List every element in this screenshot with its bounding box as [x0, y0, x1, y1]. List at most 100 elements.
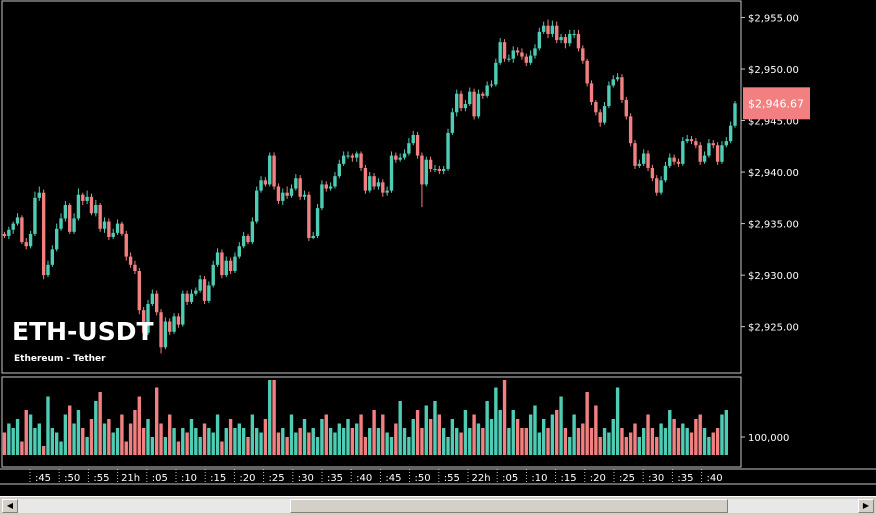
- candle-body: [607, 85, 611, 107]
- candle-body: [37, 192, 41, 198]
- volume-bar: [194, 428, 198, 455]
- candle-body: [576, 33, 581, 49]
- volume-bar: [63, 414, 68, 455]
- candle-body: [694, 141, 698, 146]
- volume-bar: [141, 428, 146, 455]
- volume-bar: [198, 437, 202, 455]
- scroll-thumb[interactable]: [290, 499, 728, 513]
- volume-bar: [541, 419, 546, 455]
- candle-body: [381, 182, 385, 193]
- volume-bar: [646, 414, 650, 455]
- candle-body: [624, 99, 628, 117]
- volume-bar: [298, 428, 302, 455]
- candle-body: [728, 125, 733, 142]
- candle-body: [98, 205, 102, 229]
- volume-bar: [302, 419, 307, 455]
- volume-bar: [585, 392, 589, 455]
- volume-bar: [611, 419, 615, 455]
- volume-bar: [81, 428, 85, 455]
- candle-body: [520, 52, 524, 57]
- scroll-left-button[interactable]: ◀: [2, 499, 18, 513]
- horizontal-scrollbar[interactable]: ◀ ▶: [0, 496, 876, 515]
- candle-body: [720, 145, 724, 162]
- volume-bar: [450, 419, 455, 455]
- volume-bar: [333, 432, 337, 455]
- volume-bar: [37, 423, 41, 455]
- time-tick-label: :15: [561, 473, 577, 484]
- candle-body: [555, 25, 559, 41]
- candle-body: [328, 186, 333, 189]
- candle-body: [133, 264, 137, 271]
- time-tick-label: :35: [327, 473, 343, 484]
- volume-bar: [89, 419, 94, 455]
- volume-bar: [285, 437, 289, 455]
- volume-bar: [441, 428, 446, 455]
- candle-body: [46, 264, 50, 276]
- candle-body: [333, 176, 337, 187]
- volume-bar: [698, 414, 702, 455]
- time-tick-label: :05: [502, 473, 518, 484]
- candle-body: [172, 316, 176, 332]
- scroll-right-button[interactable]: ▶: [858, 499, 874, 513]
- candle-body: [11, 223, 15, 230]
- volume-bar: [189, 419, 194, 455]
- candle-body: [415, 134, 420, 156]
- candle-body: [559, 37, 563, 41]
- volume-bar: [381, 414, 385, 455]
- scroll-track[interactable]: [18, 499, 858, 513]
- arrow-left-icon: ◀: [6, 501, 14, 510]
- candle-body: [524, 56, 528, 63]
- candle-body: [411, 134, 415, 144]
- volume-bar: [168, 414, 172, 455]
- volume-bar: [98, 392, 102, 455]
- volume-bar: [507, 428, 511, 455]
- candle-body: [733, 103, 737, 126]
- volume-bar: [672, 419, 676, 455]
- candle-body: [698, 145, 702, 162]
- candle-body: [394, 155, 398, 160]
- time-tick-label: :05: [152, 473, 168, 484]
- candle-body: [85, 196, 89, 201]
- candle-body: [472, 91, 476, 117]
- volume-bar: [289, 414, 294, 455]
- candle-body: [489, 84, 494, 86]
- volume-bar: [311, 428, 315, 455]
- volume-bar: [363, 437, 368, 455]
- volume-bar: [146, 419, 150, 455]
- volume-bar: [307, 432, 311, 455]
- volume-bar: [28, 414, 33, 455]
- candle-body: [68, 205, 72, 232]
- price-tick-label: $2,945.00: [748, 117, 799, 128]
- volume-bar: [615, 387, 620, 455]
- candle-body: [641, 153, 646, 164]
- price-tick-label: $2,950.00: [748, 65, 799, 76]
- volume-bar: [415, 410, 420, 455]
- candle-body: [241, 235, 246, 247]
- candle-body: [485, 85, 489, 96]
- candle-body: [441, 168, 446, 172]
- candle-body: [198, 279, 202, 291]
- time-tick-label: 22h: [471, 473, 490, 484]
- candle-body: [263, 180, 268, 185]
- volume-bar: [41, 446, 46, 455]
- volume-bar: [711, 432, 715, 455]
- volume-bar: [681, 423, 685, 455]
- volume-bar: [237, 423, 241, 455]
- volume-bar: [589, 428, 594, 455]
- last-price-box: [743, 87, 810, 120]
- volume-bar: [694, 419, 698, 455]
- volume-bar: [68, 405, 72, 455]
- volume-bar: [137, 396, 141, 455]
- volume-bar: [668, 410, 672, 455]
- volume-bar: [328, 428, 333, 455]
- price-tick-label: $2,940.00: [748, 168, 799, 179]
- volume-bar: [524, 428, 528, 455]
- candle-body: [481, 93, 485, 96]
- candle-body: [385, 190, 389, 193]
- volume-bar: [689, 432, 694, 455]
- volume-bar: [676, 428, 681, 455]
- volume-bar: [685, 428, 689, 455]
- volume-axis: 100,000: [741, 433, 789, 444]
- volume-bar: [337, 423, 342, 455]
